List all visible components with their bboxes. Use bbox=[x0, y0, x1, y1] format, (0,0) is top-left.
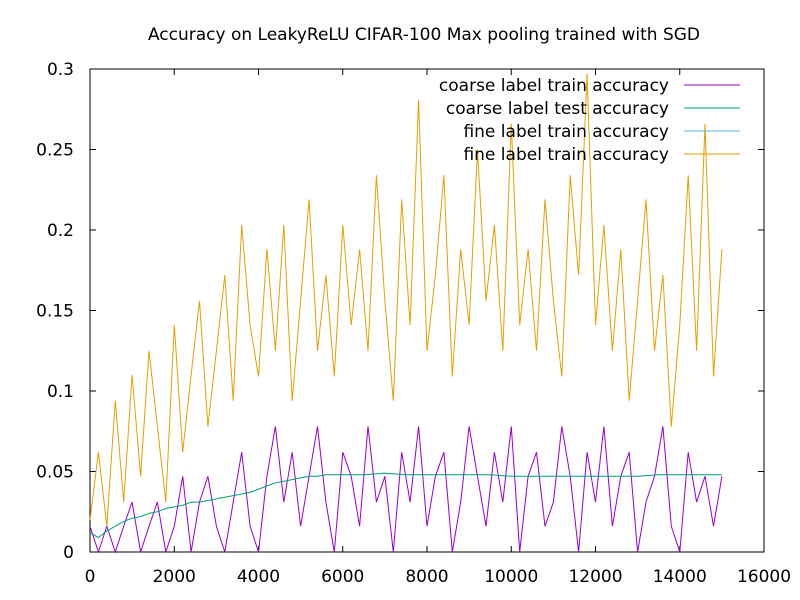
y-tick-label: 0.3 bbox=[47, 60, 74, 80]
chart-title: Accuracy on LeakyReLU CIFAR-100 Max pool… bbox=[148, 25, 700, 45]
x-tick-label: 0 bbox=[85, 567, 96, 587]
x-tick-label: 8000 bbox=[405, 567, 448, 587]
y-tick-label: 0.15 bbox=[36, 302, 74, 322]
series-line-4 bbox=[89, 73, 723, 527]
x-tick-label: 14000 bbox=[653, 567, 707, 587]
legend-label: fine label train accuracy bbox=[463, 122, 669, 142]
y-tick-label: 0.05 bbox=[36, 463, 74, 483]
x-axis: 0 2000 4000 6000 8000 10000 12000 14000 16000 bbox=[85, 69, 791, 587]
x-tick-label: 4000 bbox=[237, 567, 280, 587]
legend-label: coarse label train accuracy bbox=[439, 76, 669, 96]
legend: coarse label train accuracy coarse label … bbox=[439, 76, 740, 165]
y-tick-label: 0.1 bbox=[47, 382, 74, 402]
series-layer bbox=[89, 73, 723, 554]
y-tick-label: 0 bbox=[63, 543, 74, 563]
series-line-1 bbox=[89, 426, 723, 554]
x-tick-label: 2000 bbox=[153, 567, 196, 587]
x-tick-label: 6000 bbox=[321, 567, 364, 587]
x-tick-label: 12000 bbox=[568, 567, 622, 587]
x-tick-label: 10000 bbox=[484, 567, 538, 587]
x-tick-label: 16000 bbox=[737, 567, 791, 587]
series-line-2 bbox=[89, 472, 722, 539]
legend-label: coarse label test accuracy bbox=[446, 99, 669, 119]
y-tick-label: 0.2 bbox=[47, 221, 74, 241]
legend-label: fine label train accuracy bbox=[463, 145, 669, 165]
y-axis: 0 0.05 0.1 0.15 0.2 0.25 0.3 bbox=[36, 60, 764, 563]
y-tick-label: 0.25 bbox=[36, 141, 74, 161]
